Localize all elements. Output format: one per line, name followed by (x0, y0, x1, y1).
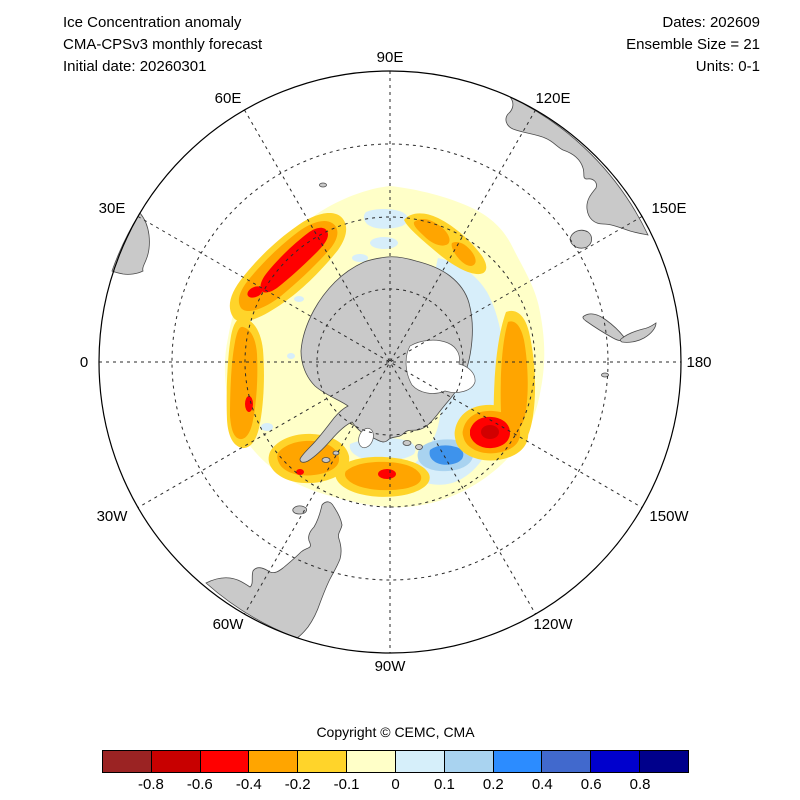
colorbar-swatch (590, 751, 640, 772)
colorbar-tick: 0.2 (482, 776, 504, 793)
map-boundary-circle (98, 70, 682, 654)
tasmania (569, 229, 593, 249)
ensemble-size-label: Ensemble Size = 21 (626, 36, 760, 53)
lon-label-60w: 60W (213, 616, 245, 633)
lon-label-30w: 30W (97, 508, 129, 525)
positive-anomaly-patch (287, 353, 295, 359)
ronne-ice-shelf (358, 427, 374, 449)
graticule (99, 71, 681, 653)
meridian-150e-30w (137, 216, 643, 508)
plot-title: Ice Concentration anomaly (63, 14, 242, 31)
strong-negative-anomaly-spot (247, 286, 263, 298)
antarctica-landmass (299, 256, 473, 463)
colorbar-swatch (492, 751, 542, 772)
australia (505, 96, 649, 236)
header-right: Dates: 202609 Ensemble Size = 21 Units: … (626, 12, 760, 78)
colorbar-tick: 0.8 (629, 776, 651, 793)
colorbar-tick: -0.2 (284, 776, 311, 793)
positive-anomaly-patch (261, 423, 273, 431)
copyright-text: Copyright © CEMC, CMA (316, 724, 475, 740)
antarctic-island (321, 457, 331, 463)
meridian-120e-60w (244, 109, 536, 615)
negative-anomaly-orange-streak-ne2 (451, 242, 476, 266)
lon-label-150e: 150E (651, 200, 686, 217)
units-label: Units: 0-1 (695, 58, 760, 75)
falkland-islands (292, 505, 308, 515)
dates-label: Dates: 202609 (662, 14, 760, 31)
strong-negative-anomaly-core-se (481, 425, 499, 439)
positive-anomaly-patch (294, 296, 304, 302)
strong-negative-anomaly-streak-nw (260, 227, 328, 293)
longitude-labels: 90E 60E 120E 30E 150E 0 180 30W 150W 60W… (80, 49, 712, 675)
strong-negative-anomaly-spot (378, 469, 396, 479)
colorbar-ticks: -0.8 -0.6 -0.4 -0.2 -0.1 0 0.1 0.2 0.4 0… (102, 776, 689, 796)
africa-southern-tip (111, 212, 150, 275)
colorbar-swatch (443, 751, 493, 772)
lon-label-0: 0 (80, 354, 88, 371)
lon-label-90e: 90E (377, 49, 404, 66)
positive-anomaly-top-patch (363, 209, 408, 229)
negative-anomaly-orange-streak-ne1 (413, 218, 450, 246)
meridian-60e-120w (244, 109, 536, 615)
positive-anomaly-patch (352, 254, 368, 262)
colorbar-swatch (297, 751, 347, 772)
colorbar-swatch (150, 751, 200, 772)
colorbar-tick: 0.6 (580, 776, 602, 793)
colorbar-tick: 0.1 (433, 776, 455, 793)
small-island (319, 182, 327, 188)
antarctica (299, 256, 476, 463)
colorbar-swatch (346, 751, 395, 772)
colorbar-swatch (103, 751, 151, 772)
strong-negative-anomaly-spot (296, 469, 304, 475)
lon-label-150w: 150W (649, 508, 689, 525)
colorbar-swatch (199, 751, 249, 772)
colorbar-swatch (639, 751, 688, 772)
continents (111, 96, 657, 639)
latitude-circle-60s (171, 143, 609, 581)
colorbar-swatch (541, 751, 591, 772)
lon-label-120w: 120W (533, 616, 573, 633)
strong-negative-anomaly-spot (245, 396, 253, 412)
south-america (205, 501, 343, 639)
antarctic-island (402, 440, 412, 446)
positive-anomaly-patch (370, 237, 398, 249)
antarctic-island (415, 444, 423, 450)
colorbar-tick: -0.8 (137, 776, 164, 793)
negative-anomaly-orange-band-east (500, 321, 528, 433)
positive-anomaly-blob-core (429, 445, 464, 465)
lon-label-60e: 60E (215, 90, 242, 107)
lon-label-120e: 120E (535, 90, 570, 107)
colorbar-swatch (248, 751, 298, 772)
initial-date-label: Initial date: 20260301 (63, 58, 207, 75)
colorbar-swatch (394, 751, 444, 772)
colorbar-tick: -0.4 (235, 776, 262, 793)
lon-label-90w: 90W (375, 658, 407, 675)
header-left: Ice Concentration anomaly CMA-CPSv3 mont… (63, 12, 262, 78)
ross-ice-shelf (405, 339, 476, 394)
colorbar-tick: 0.4 (531, 776, 553, 793)
plot-subtitle: CMA-CPSv3 monthly forecast (63, 36, 263, 53)
colorbar-tick: -0.6 (186, 776, 213, 793)
colorbar-tick: -0.1 (333, 776, 360, 793)
new-zealand-north-island (619, 322, 657, 343)
lon-label-30e: 30E (99, 200, 126, 217)
colorbar (102, 750, 689, 773)
lon-label-180: 180 (686, 354, 711, 371)
colorbar-tick: 0 (391, 776, 400, 793)
small-island (601, 372, 609, 378)
antarctic-island (332, 450, 340, 456)
meridian-30e-150w (137, 216, 643, 508)
